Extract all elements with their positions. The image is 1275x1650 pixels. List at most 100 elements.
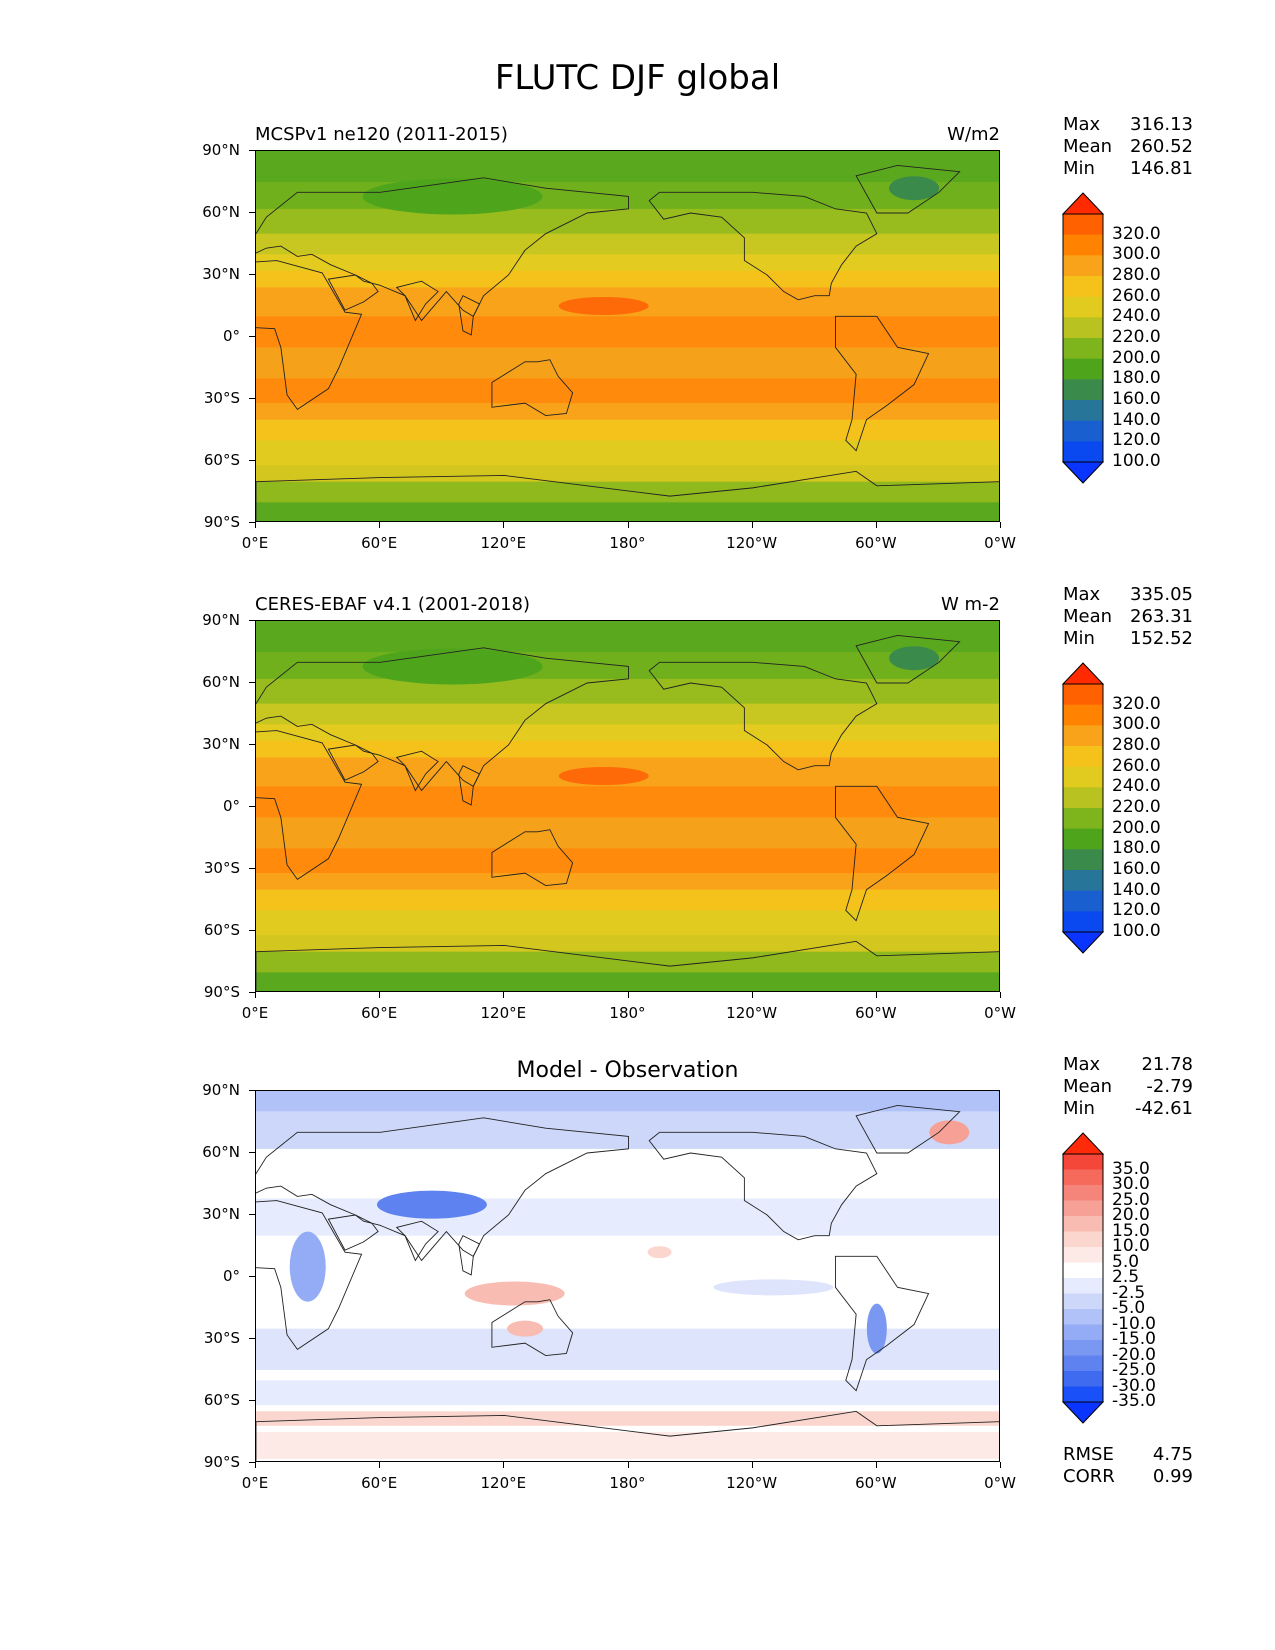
colorbar-tick-label: 260.0 (1112, 755, 1161, 776)
stat-max: 316.13 (1130, 114, 1193, 135)
contour-band (256, 951, 999, 973)
lat-tick-label: 90°S (203, 513, 240, 531)
lat-tick (249, 930, 255, 931)
contour-band (256, 502, 999, 521)
lon-tick-label: 0°E (241, 1474, 269, 1492)
coastline (458, 1235, 481, 1276)
lon-tick-label: 60°W (855, 1474, 897, 1492)
contour-band (256, 1380, 999, 1406)
stat-min: -42.61 (1134, 1098, 1193, 1119)
lat-tick-label: 60°N (202, 1143, 240, 1161)
contour-blob (647, 1246, 672, 1259)
coastline (458, 765, 481, 806)
colorbar-tick-label: 160.0 (1112, 389, 1161, 409)
coastline (834, 1255, 930, 1392)
coastline (491, 829, 574, 886)
colorbar-segment (1063, 704, 1103, 726)
lat-tick-label: 90°N (202, 611, 240, 629)
stat-max: 21.78 (1141, 1054, 1193, 1075)
coastline (648, 1131, 878, 1241)
colorbar-tick-label: 260.0 (1112, 285, 1161, 306)
contour-band (256, 316, 999, 348)
map-plot (255, 150, 1000, 522)
stat-max-label: Max (1063, 1054, 1101, 1075)
lon-tick-label: 0°E (241, 1004, 269, 1022)
error-stats-block: RMSE 4.75 CORR 0.99 (1063, 1444, 1193, 1488)
lon-tick (503, 522, 505, 528)
lon-tick (379, 992, 381, 998)
lat-tick (249, 1338, 255, 1339)
coastline (491, 359, 574, 416)
colorbar-tick-label: 320.0 (1112, 223, 1161, 244)
coastline (395, 1220, 439, 1262)
colorbar-tick-label: 5.0 (1112, 1251, 1140, 1272)
contour-band (256, 724, 999, 742)
lon-tick-label: 0°W (984, 1004, 1016, 1022)
colorbar-tick-label: 280.0 (1112, 265, 1161, 285)
colorbar-extend-top (1061, 1132, 1105, 1155)
colorbar-segment (1063, 890, 1103, 912)
colorbar-tick-label: 240.0 (1112, 776, 1161, 797)
colorbar-segment (1063, 441, 1103, 463)
stat-mean-label: Mean (1063, 606, 1113, 627)
colorbar-segment (1063, 849, 1103, 871)
panel-units: W m-2 (940, 594, 1000, 615)
colorbar-tick-label: 10.0 (1112, 1236, 1150, 1256)
colorbar-segment (1063, 214, 1103, 236)
colorbar-tick-label: -35.0 (1112, 1391, 1156, 1411)
map-svg (256, 151, 999, 521)
colorbar-segment (1063, 400, 1103, 422)
contour-band (256, 1198, 999, 1236)
colorbar-extend-bottom (1061, 461, 1105, 484)
colorbar-tick-label: 120.0 (1112, 900, 1161, 921)
lat-tick-label: 90°S (203, 983, 240, 1001)
colorbar-tick-label: 2.5 (1112, 1267, 1140, 1287)
stat-mean: -2.79 (1146, 1076, 1193, 1097)
lon-tick (503, 992, 505, 998)
lat-tick (249, 1462, 255, 1463)
colorbar-frame (1062, 1153, 1104, 1403)
colorbar-segment (1063, 1278, 1103, 1294)
panel-observation: CERES-EBAF v4.1 (2001-2018) W m-2 Max 335… (0, 584, 1275, 1064)
colorbar-segment (1063, 1216, 1103, 1232)
contour-band (256, 786, 999, 818)
lat-tick-label: 30°S (203, 389, 240, 407)
lon-tick (875, 522, 877, 528)
coastline (855, 165, 961, 214)
map-plot (255, 620, 1000, 992)
colorbar-tick-label: -2.5 (1112, 1282, 1146, 1303)
colorbar-segment (1063, 766, 1103, 788)
colorbar-tick-label: 100.0 (1112, 921, 1161, 941)
lon-tick (1000, 522, 1001, 528)
colorbar: 320.0 300.0 280.0 260.0 240.0 220.0 200.0 180.0… (1061, 662, 1192, 962)
lat-tick-label: 60°N (202, 203, 240, 221)
contour-blob (889, 646, 940, 671)
contour-blob (866, 1303, 887, 1354)
contour-band (256, 465, 999, 483)
contour-blob (362, 178, 543, 215)
colorbar-segment (1063, 234, 1103, 256)
lon-tick (255, 992, 256, 998)
contour-blob (558, 767, 649, 785)
lat-tick-label: 60°N (202, 673, 240, 691)
contour-band (256, 347, 999, 379)
figure-title: FLUTC DJF global (494, 58, 781, 98)
colorbar-tick-label: 280.0 (1112, 735, 1161, 755)
lat-tick (249, 806, 255, 807)
colorbar-extend-top (1061, 662, 1105, 685)
coastline (256, 647, 629, 792)
contour-blob (464, 1281, 565, 1306)
colorbar-tick-label: 180.0 (1112, 368, 1161, 389)
lat-tick (249, 1276, 255, 1277)
colorbar-segment (1063, 296, 1103, 318)
lat-tick-label: 60°S (203, 921, 240, 939)
contour-blob (507, 1320, 544, 1337)
contour-band (256, 889, 999, 911)
contour-blob (889, 176, 940, 201)
lon-tick-label: 120°E (480, 1474, 527, 1492)
stat-min-label: Min (1063, 1098, 1095, 1119)
colorbar-tick-label: 300.0 (1112, 244, 1161, 265)
coastline (327, 1214, 379, 1251)
stat-mean: 263.31 (1130, 606, 1193, 627)
coastline (256, 730, 363, 880)
